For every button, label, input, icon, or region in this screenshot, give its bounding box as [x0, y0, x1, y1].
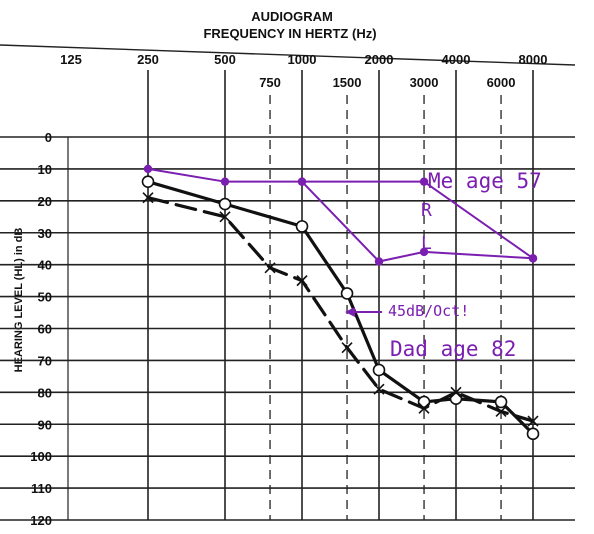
x-mark-stroke: [418, 402, 430, 414]
y-tick-label: 20: [38, 194, 52, 209]
y-tick-label: 90: [38, 417, 52, 432]
data-point: [419, 247, 429, 257]
series-line-3: [146, 196, 535, 423]
data-point-x: [219, 211, 231, 223]
series-layer: [141, 164, 540, 441]
data-point-x: [373, 383, 385, 395]
x-mark-stroke: [219, 211, 231, 223]
data-point: [374, 257, 384, 266]
data-point-o: [295, 220, 309, 233]
data-point-x: [296, 275, 308, 287]
series-line-2: [146, 180, 535, 436]
x-tick-label: 125: [60, 52, 82, 67]
annotation-dad: Dad age 82: [390, 337, 516, 361]
annotation-left-ear: L: [421, 233, 432, 254]
data-point-x: [264, 262, 276, 274]
y-tick-label: 40: [38, 258, 52, 273]
data-point: [297, 177, 307, 186]
x-tick-label: 4000: [442, 52, 471, 67]
x-tick-label-inter: 1500: [333, 75, 362, 90]
y-tick-label: 80: [38, 385, 52, 400]
x-tick-label: 2000: [365, 52, 394, 67]
y-tick-label: 70: [38, 353, 52, 368]
series-line-1: [301, 180, 534, 263]
data-point-x: [450, 386, 462, 398]
annotation-slope: 45dB/Oct!: [388, 302, 469, 320]
y-tick-label: 120: [30, 513, 52, 528]
data-point-x: [495, 405, 507, 418]
x-mark-stroke: [450, 386, 462, 398]
x-mark-stroke: [341, 342, 353, 354]
annotation-me: Me age 57: [428, 169, 542, 193]
data-point-x: [341, 342, 353, 354]
x-mark-stroke: [373, 383, 385, 395]
data-point-o: [218, 197, 232, 211]
y-tick-label: 100: [30, 449, 52, 464]
y-tick-label: 10: [38, 162, 52, 177]
x-mark-stroke: [264, 262, 276, 274]
annotation-right-ear: R: [421, 200, 432, 221]
data-point-o: [141, 175, 155, 188]
data-point-x: [418, 402, 430, 414]
annotations: Me age 57 R L 45dB/Oct! Dad age 82: [388, 169, 542, 361]
y-tick-label: 50: [38, 290, 52, 305]
chart-subtitle: FREQUENCY IN HERTZ (Hz): [203, 26, 376, 41]
x-mark-stroke: [495, 405, 507, 418]
y-axis-label: HEARING LEVEL (HL) in dB: [13, 228, 25, 373]
data-point: [220, 177, 230, 186]
x-mark-stroke: [527, 415, 539, 427]
x-tick-label-inter: 750: [259, 75, 281, 90]
data-point-x: [142, 192, 154, 204]
y-tick-label: 60: [38, 322, 52, 337]
header-border-line: [0, 44, 576, 66]
data-point-o: [526, 427, 540, 441]
x-tick-label-inter: 3000: [410, 75, 439, 90]
chart-title: AUDIOGRAM: [251, 9, 333, 24]
x-mark-stroke: [142, 192, 154, 204]
slope-arrow-head: [345, 307, 355, 317]
x-tick-label: 8000: [519, 52, 548, 67]
axis-ticks: 0 10 20 30 40 50 60 70 80 90 100 110 120 125 250 500 100…: [30, 52, 547, 528]
x-tick-label: 1000: [288, 52, 317, 67]
data-point-o: [372, 363, 386, 377]
y-tick-label: 110: [31, 481, 52, 496]
data-point: [528, 254, 538, 263]
x-mark-stroke: [296, 275, 308, 287]
grid: [0, 44, 576, 521]
data-point: [143, 164, 153, 174]
data-point-o: [340, 287, 354, 300]
y-tick-label: 30: [38, 226, 52, 241]
x-tick-label: 500: [214, 52, 236, 67]
x-tick-label-inter: 6000: [487, 75, 516, 90]
x-tick-label: 250: [137, 52, 159, 67]
data-point-x: [527, 415, 539, 427]
data-point-o: [494, 395, 508, 409]
data-point: [419, 177, 429, 186]
y-tick-label: 0: [45, 130, 52, 145]
